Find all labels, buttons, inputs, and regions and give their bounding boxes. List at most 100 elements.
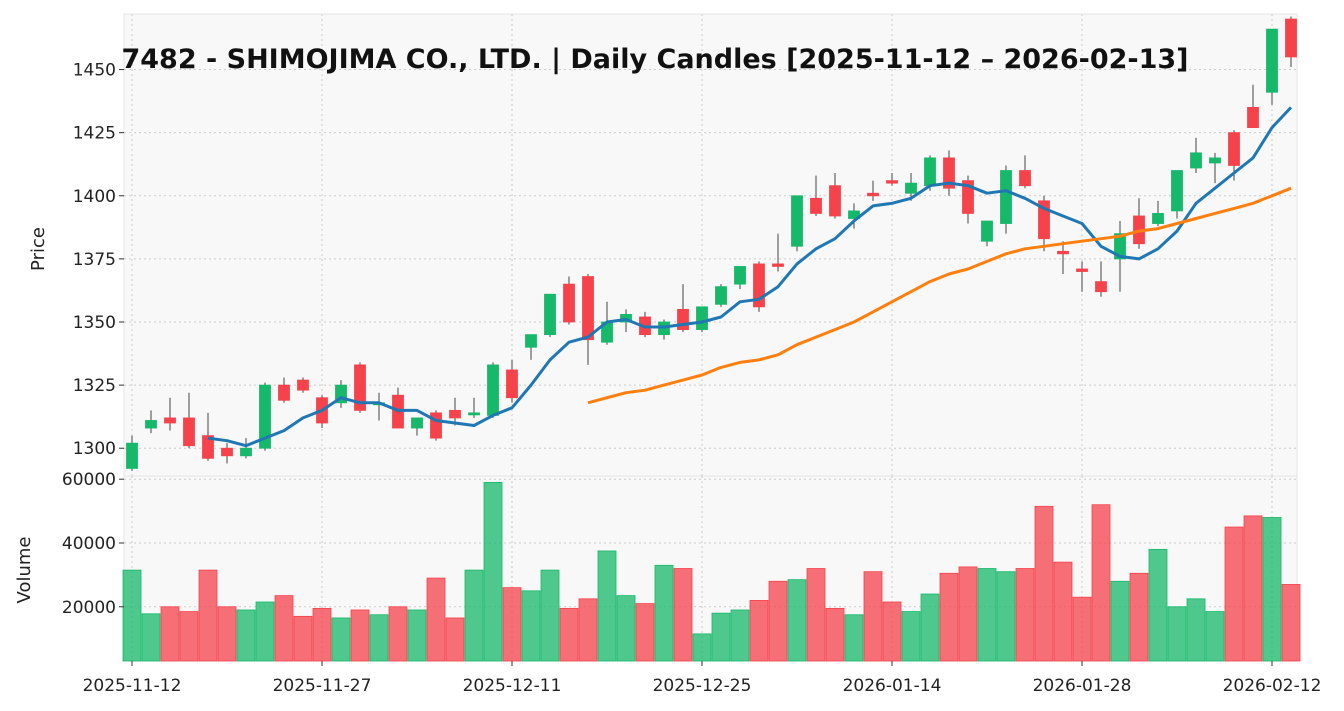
x-tick-label: 2025-12-11 xyxy=(463,676,562,696)
ma-short-line xyxy=(207,106,1293,448)
volume-bar xyxy=(502,587,522,662)
volume-bar xyxy=(198,569,218,662)
volume-bar xyxy=(1129,572,1149,662)
candle-body xyxy=(1095,281,1107,293)
price-tick-label: 1400 xyxy=(73,187,116,207)
volume-bar xyxy=(1110,580,1130,662)
volume-bar xyxy=(597,550,617,662)
volume-bar xyxy=(407,609,427,662)
candle-body xyxy=(1228,132,1240,166)
volume-tick-label: 40000 xyxy=(62,534,116,554)
volume-bar xyxy=(1148,548,1168,662)
volume-bar xyxy=(217,606,237,662)
price-tick-label: 1300 xyxy=(73,439,116,459)
candle-body xyxy=(1057,250,1069,255)
candle-body xyxy=(1114,233,1126,260)
candle-body xyxy=(335,384,347,404)
volume-bar xyxy=(787,579,807,662)
volume-bar xyxy=(996,571,1016,662)
candle-body xyxy=(1019,170,1031,187)
ma-long-line xyxy=(587,186,1292,405)
volume-bar xyxy=(654,564,674,662)
candle-body xyxy=(924,157,936,187)
candle-body xyxy=(145,420,157,429)
x-tick-label: 2025-11-12 xyxy=(83,676,182,696)
candle-body xyxy=(1266,28,1278,93)
volume-bar xyxy=(483,481,503,662)
volume-bar xyxy=(692,633,712,662)
volume-bar xyxy=(521,590,541,662)
candle-body xyxy=(696,306,708,330)
candle-body xyxy=(1285,18,1297,58)
price-tick-label: 1425 xyxy=(73,124,116,144)
candle-body xyxy=(164,417,176,424)
candle-body xyxy=(411,417,423,429)
volume-bar xyxy=(274,595,294,662)
volume-bar xyxy=(844,614,864,662)
volume-bar xyxy=(1072,596,1092,662)
candle-body xyxy=(715,286,727,305)
volume-bar xyxy=(1091,504,1111,662)
candle-body xyxy=(221,447,233,457)
volume-bar xyxy=(1015,568,1035,662)
volume-bar xyxy=(540,569,560,662)
chart-title: 7482 - SHIMOJIMA CO., LTD. | Daily Candl… xyxy=(121,44,1188,75)
volume-bar xyxy=(939,572,959,662)
volume-bar xyxy=(977,568,997,662)
volume-bar xyxy=(882,601,902,662)
volume-bar xyxy=(122,569,142,662)
candle-body xyxy=(563,283,575,323)
candle-body xyxy=(430,412,442,439)
volume-bar xyxy=(312,607,332,662)
volume-bar xyxy=(863,571,883,662)
volume-bar xyxy=(616,595,636,662)
volume-bar xyxy=(559,607,579,662)
candle-body xyxy=(544,293,556,336)
candle-body xyxy=(582,276,594,341)
volume-bar xyxy=(179,611,199,662)
candle-body xyxy=(1247,107,1259,129)
x-tick-label: 2026-01-28 xyxy=(1033,676,1132,696)
candle-body xyxy=(1000,170,1012,224)
candle-body xyxy=(1076,268,1088,272)
candle-body xyxy=(1171,170,1183,212)
price-tick-label: 1375 xyxy=(73,250,116,270)
volume-bars xyxy=(122,481,1301,662)
volume-bar xyxy=(825,607,845,662)
candle-body xyxy=(525,334,537,348)
volume-bar xyxy=(1186,598,1206,662)
volume-bar xyxy=(711,612,731,662)
price-axis-label: Price xyxy=(28,227,49,271)
volume-bar xyxy=(464,569,484,662)
candle-body xyxy=(259,384,271,449)
candle-body xyxy=(1209,157,1221,164)
candle-body xyxy=(905,182,917,194)
volume-bar xyxy=(350,609,370,662)
volume-bar xyxy=(1281,584,1301,662)
volume-bar xyxy=(920,593,940,662)
volume-bar xyxy=(749,599,769,662)
candle-body xyxy=(981,220,993,242)
volume-bar xyxy=(768,580,788,662)
candle-body xyxy=(240,447,252,457)
volume-bar xyxy=(1205,611,1225,662)
candle-body xyxy=(867,192,879,197)
candle-body xyxy=(829,185,841,217)
volume-tick-label: 20000 xyxy=(62,598,116,618)
volume-axis-label: Volume xyxy=(14,537,35,604)
volume-bar xyxy=(958,566,978,662)
volume-bar xyxy=(635,603,655,662)
candle-body xyxy=(848,210,860,219)
candle-body xyxy=(962,180,974,214)
candle-body xyxy=(449,409,461,419)
candle-body xyxy=(278,384,290,401)
candle-body xyxy=(772,263,784,267)
candle-body xyxy=(943,157,955,189)
price-tick-label: 1325 xyxy=(73,376,116,396)
candle-body xyxy=(506,369,518,399)
candle-body xyxy=(753,263,765,308)
volume-bar xyxy=(369,614,389,662)
volume-bar xyxy=(1262,517,1282,662)
candle-body xyxy=(1038,200,1050,240)
volume-bar xyxy=(331,617,351,662)
